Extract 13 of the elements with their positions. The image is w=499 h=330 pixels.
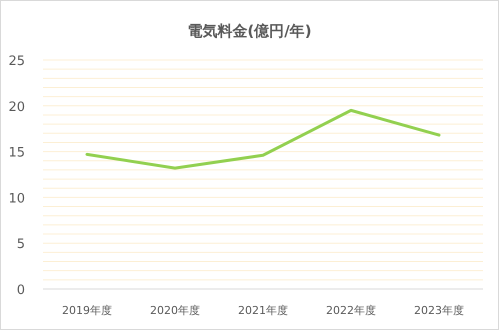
chart-title: 電気料金(億円/年) bbox=[187, 22, 312, 40]
y-tick-label: 20 bbox=[8, 100, 25, 115]
x-tick-label: 2020年度 bbox=[150, 304, 200, 317]
x-tick-label: 2019年度 bbox=[62, 304, 112, 317]
y-tick-label: 15 bbox=[8, 146, 25, 161]
x-tick-label: 2023年度 bbox=[414, 304, 464, 317]
y-tick-label: 10 bbox=[8, 191, 25, 206]
y-tick-label: 0 bbox=[16, 283, 25, 298]
y-tick-label: 25 bbox=[8, 54, 25, 69]
y-tick-label: 5 bbox=[16, 237, 25, 252]
x-tick-label: 2021年度 bbox=[238, 304, 288, 317]
line-series bbox=[86, 108, 440, 170]
x-tick-label: 2022年度 bbox=[326, 304, 376, 317]
